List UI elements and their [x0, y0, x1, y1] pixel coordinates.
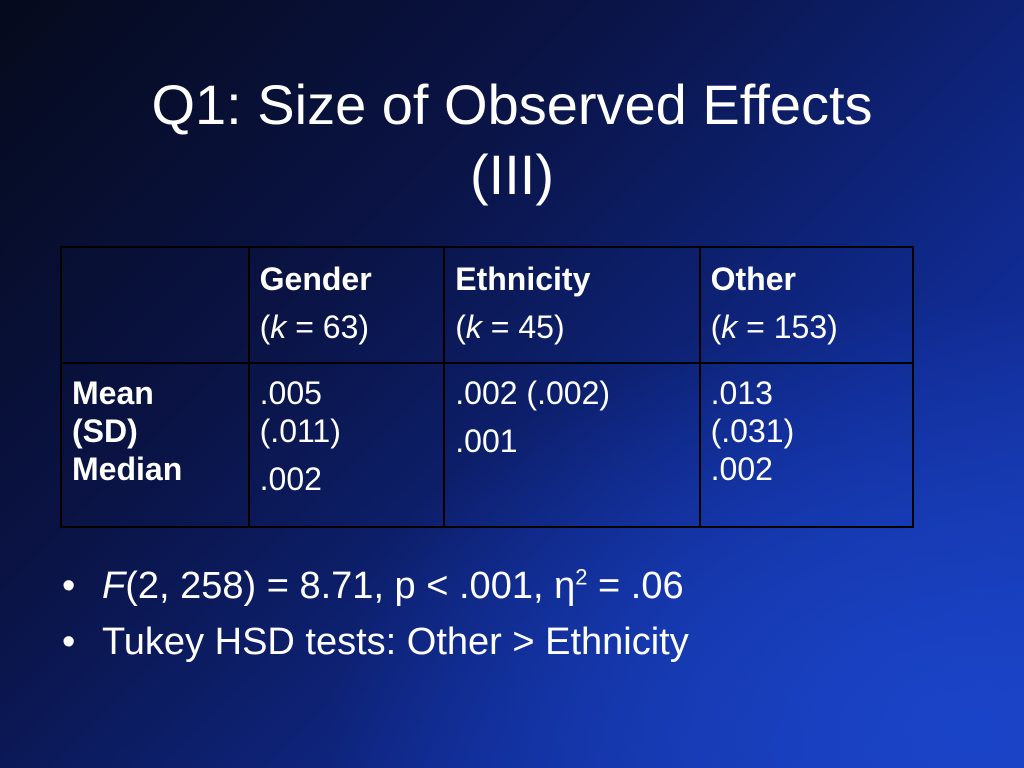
bullet-marker: • [62, 621, 76, 663]
header-ethnicity-cell: Ethnicity (k = 45) [443, 246, 701, 364]
cell-other: .013 (.031) .002 [698, 362, 915, 528]
header-gender-cell: Gender (k = 63) [247, 246, 446, 364]
list-item: • F(2, 258) = 8.71, p < .001, η2 = .06 [56, 558, 689, 614]
f-test-text: (2, 258) = 8.71, p < .001, η [125, 565, 576, 607]
ethnicity-median: .001 [455, 423, 518, 459]
other-sd: (.031) [710, 413, 795, 449]
header-other-cell: Other (k = 153) [698, 246, 915, 364]
slide-title: Q1: Size of Observed Effects (III) [0, 70, 1024, 210]
column-name-ethnicity: Ethnicity [455, 261, 591, 297]
row-label-sd: (SD) [72, 413, 138, 449]
cell-gender: .005 (.011) .002 [247, 362, 446, 528]
bullet-marker: • [62, 565, 76, 607]
header-empty-cell [60, 246, 250, 364]
gender-mean: .005 [259, 375, 322, 411]
bullet-list: • F(2, 258) = 8.71, p < .001, η2 = .06 •… [56, 558, 689, 670]
column-k-ethnicity: (k = 45) [455, 309, 565, 345]
gender-sd: (.011) [259, 413, 341, 449]
table-row: Mean (SD) Median .005 (.011) .002 .002 (… [60, 362, 915, 528]
other-median: .002 [710, 451, 773, 487]
gender-median: .002 [259, 461, 322, 497]
list-item: • Tukey HSD tests: Other > Ethnicity [56, 614, 689, 670]
column-k-other: (k = 153) [710, 309, 838, 345]
table-header-row: Gender (k = 63) Ethnicity (k = 45) Other… [60, 246, 915, 364]
slide-title-line-2: (III) [470, 143, 554, 206]
slide-title-line-1: Q1: Size of Observed Effects [151, 73, 873, 136]
eta-superscript: 2 [575, 564, 588, 590]
cell-ethnicity: .002 (.002) .001 [443, 362, 701, 528]
other-mean: .013 [710, 375, 773, 411]
row-label-mean: Mean [72, 375, 154, 411]
row-label-median: Median [72, 451, 183, 487]
f-symbol: F [102, 565, 126, 607]
row-label-cell: Mean (SD) Median [60, 362, 250, 528]
column-name-other: Other [710, 261, 796, 297]
effects-table: Gender (k = 63) Ethnicity (k = 45) Other… [60, 246, 915, 528]
column-k-gender: (k = 63) [259, 309, 370, 345]
ethnicity-mean-sd: .002 (.002) [455, 375, 611, 411]
column-name-gender: Gender [259, 261, 372, 297]
f-test-effect: = .06 [587, 565, 684, 607]
tukey-text: Tukey HSD tests: Other > Ethnicity [102, 621, 689, 663]
